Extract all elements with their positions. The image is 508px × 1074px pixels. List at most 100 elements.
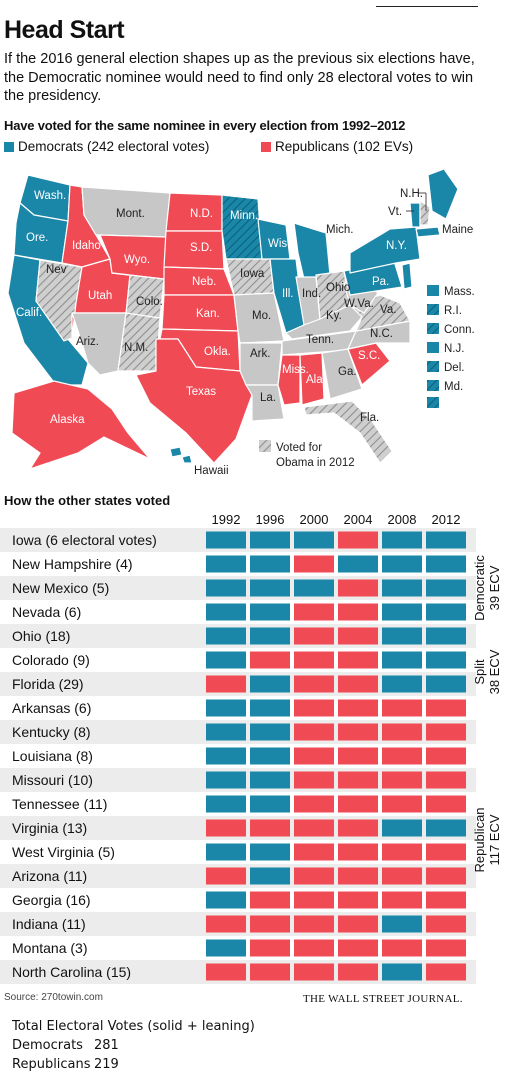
grid-title: How the other states voted	[4, 493, 171, 508]
label-mich: Mich.	[326, 224, 353, 236]
label-vt: Vt.	[388, 206, 402, 218]
vote-cell	[250, 747, 290, 765]
vote-cell	[382, 915, 422, 933]
vote-cell	[294, 531, 334, 549]
vote-cell	[382, 651, 422, 669]
state-label: West Virginia (5)	[12, 844, 115, 860]
vote-cell	[250, 963, 290, 981]
group-label: Republican	[472, 807, 487, 872]
label-wis: Wis.	[268, 238, 290, 250]
vote-cell	[294, 627, 334, 645]
label-kan: Kan.	[196, 308, 220, 320]
state-label: Iowa (6 electoral votes)	[12, 532, 157, 548]
vote-cell	[206, 675, 246, 693]
label-calif: Calif.	[16, 307, 42, 319]
vote-cell	[338, 819, 378, 837]
group-label: Democratic	[472, 555, 487, 621]
vote-cell	[426, 747, 466, 765]
vote-cell	[206, 795, 246, 813]
vote-cell	[294, 675, 334, 693]
top-rule	[376, 6, 478, 7]
vote-cell	[250, 555, 290, 573]
vote-cell	[426, 891, 466, 909]
key-box-md	[427, 380, 439, 391]
state-alaska	[11, 380, 151, 470]
vote-cell	[338, 771, 378, 789]
vote-cell	[206, 747, 246, 765]
label-ky: Ky.	[326, 310, 342, 322]
vote-cell	[250, 675, 290, 693]
vote-cell	[206, 867, 246, 885]
state-louisiana	[245, 384, 285, 422]
map-labels: Wash. Ore. Calif. Nev Idaho Utah Ariz. M…	[16, 188, 475, 477]
vote-cell	[426, 843, 466, 861]
vote-cell	[250, 867, 290, 885]
vote-cell	[338, 699, 378, 717]
vote-cell	[426, 579, 466, 597]
vote-cell	[294, 915, 334, 933]
democrats-swatch	[4, 141, 14, 152]
vote-cell	[250, 579, 290, 597]
vote-cell	[338, 963, 378, 981]
key-box-mass	[427, 285, 439, 296]
publisher-logo: THE WALL STREET JOURNAL.	[303, 993, 463, 1005]
label-nm: N.M.	[124, 342, 148, 354]
vote-cell	[338, 939, 378, 957]
vote-cell	[206, 939, 246, 957]
vote-cell	[338, 891, 378, 909]
vote-cell	[206, 579, 246, 597]
vote-cell	[294, 747, 334, 765]
vote-cell	[338, 531, 378, 549]
vote-cell	[294, 723, 334, 741]
key-box-ri	[427, 304, 439, 315]
vote-cell	[206, 699, 246, 717]
vote-cell	[382, 819, 422, 837]
state-label: Arkansas (6)	[12, 700, 91, 716]
vote-cell	[294, 771, 334, 789]
state-missouri	[233, 292, 285, 344]
vote-cell	[294, 699, 334, 717]
label-nh: N.H.	[400, 188, 423, 200]
state-label: New Hampshire (4)	[12, 556, 133, 572]
vote-cell	[426, 867, 466, 885]
label-utah: Utah	[88, 290, 112, 302]
year-label-2000: 2000	[300, 512, 329, 527]
vote-cell	[426, 555, 466, 573]
vote-cell	[206, 915, 246, 933]
label-nc: N.C.	[370, 328, 393, 340]
state-hawaii-1	[169, 446, 183, 458]
label-mont: Mont.	[116, 208, 145, 220]
totals-dem-label: Democrats	[12, 1038, 83, 1053]
label-nd: N.D.	[190, 208, 213, 220]
vote-cell	[294, 963, 334, 981]
vote-cell	[294, 555, 334, 573]
state-label: Montana (3)	[12, 940, 87, 956]
vote-cell	[206, 891, 246, 909]
group-ecv: 117 ECV	[487, 814, 502, 865]
vote-cell	[294, 843, 334, 861]
hatched-legend-swatch	[259, 440, 271, 452]
label-mass: Mass.	[444, 286, 475, 298]
vote-cell	[250, 651, 290, 669]
legend-republicans-label: Republicans (102 EVs)	[275, 139, 414, 154]
state-michigan	[293, 222, 331, 280]
vote-cell	[338, 651, 378, 669]
vote-cell	[338, 579, 378, 597]
state-mississippi	[277, 354, 301, 406]
label-sd: S.D.	[190, 242, 212, 254]
vote-grid: 1992 1996 2000 2004 2008 2012 Iowa (6 electora…	[0, 512, 502, 984]
label-hawaii: Hawaii	[194, 465, 229, 477]
vote-cell	[294, 891, 334, 909]
group-ecv: 38 ECV	[487, 649, 502, 694]
small-state-keys	[427, 285, 439, 408]
vote-cell	[338, 603, 378, 621]
vote-cell	[206, 843, 246, 861]
label-wva: W.Va.	[344, 298, 374, 310]
vote-cell	[250, 843, 290, 861]
vote-cell	[206, 603, 246, 621]
totals-dem-value: 281	[94, 1038, 119, 1053]
vote-cell	[338, 747, 378, 765]
legend-democrats-label: Democrats (242 electoral votes)	[18, 139, 210, 154]
year-label-2004: 2004	[344, 512, 373, 527]
vote-cell	[294, 795, 334, 813]
